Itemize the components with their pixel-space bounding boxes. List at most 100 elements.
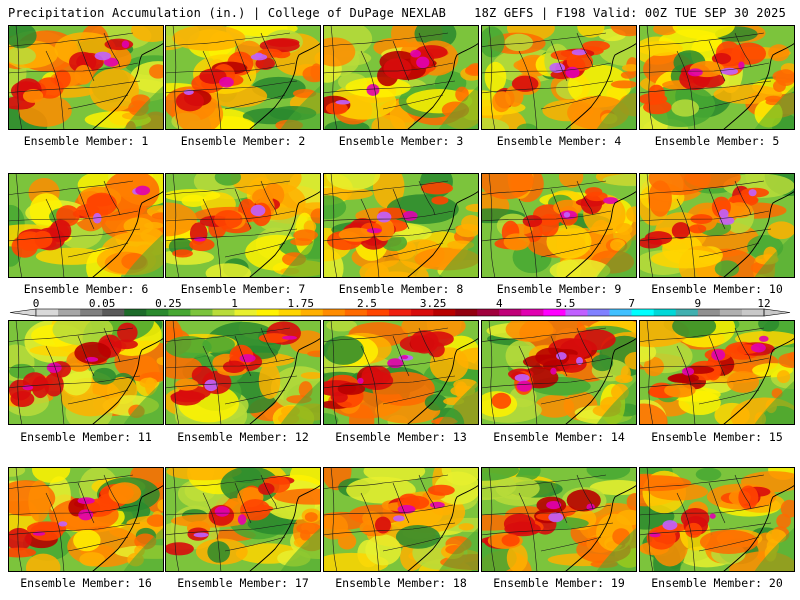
coastline	[248, 42, 321, 130]
state-border	[172, 173, 180, 278]
state-border	[67, 536, 129, 552]
state-border	[234, 335, 252, 377]
colorbar-swatch	[631, 309, 654, 316]
state-border	[382, 536, 444, 552]
colorbar-tick-label: 12	[757, 297, 770, 310]
state-border	[260, 327, 278, 363]
state-border	[382, 242, 444, 258]
state-border	[639, 80, 772, 94]
state-border	[77, 188, 95, 230]
coastline	[406, 337, 479, 425]
state-border	[708, 335, 726, 377]
state-border	[518, 198, 538, 278]
state-border	[77, 482, 95, 524]
colorbar-swatch	[433, 309, 456, 316]
colorbar-swatch	[124, 309, 147, 316]
colorbar-tick-label: 7	[628, 297, 635, 310]
colorbar-tick-label: 4	[496, 297, 503, 310]
ensemble-member-map	[8, 467, 164, 572]
coastline	[564, 484, 637, 572]
ensemble-member-map	[165, 320, 321, 425]
colorbar-swatch	[212, 309, 235, 316]
state-border	[646, 467, 654, 572]
state-border	[639, 474, 765, 490]
state-border	[8, 357, 139, 369]
state-border	[45, 345, 65, 425]
colorbar-swatch	[499, 309, 522, 316]
colorbar-swatch	[80, 309, 103, 316]
colorbar-swatch	[477, 309, 500, 316]
state-border	[165, 80, 298, 94]
colorbar-swatch	[322, 309, 346, 316]
state-border	[323, 228, 456, 242]
state-border	[202, 50, 222, 130]
state-border	[323, 210, 454, 222]
state-border	[202, 345, 222, 425]
ensemble-member-label: Ensemble Member: 10	[651, 282, 783, 296]
colorbar-tick-label: 0.25	[155, 297, 182, 310]
ensemble-member-map	[165, 25, 321, 130]
state-border	[8, 80, 141, 94]
state-border	[330, 173, 338, 278]
state-border	[234, 40, 252, 82]
ensemble-member-map	[165, 173, 321, 278]
coastline	[564, 190, 637, 278]
state-border	[103, 474, 121, 510]
state-border	[639, 32, 765, 48]
state-border	[172, 25, 180, 130]
state-border	[392, 482, 410, 524]
state-border	[67, 94, 129, 110]
coastline	[722, 337, 795, 425]
state-border	[323, 375, 456, 389]
state-border	[234, 188, 252, 230]
state-border	[165, 210, 296, 222]
state-border	[639, 504, 770, 516]
coastline	[248, 337, 321, 425]
state-border	[8, 504, 139, 516]
state-border	[165, 62, 296, 74]
coastline	[722, 42, 795, 130]
state-border	[330, 25, 338, 130]
ensemble-member-map	[323, 320, 479, 425]
state-border	[15, 320, 23, 425]
state-border	[418, 32, 436, 68]
state-border	[360, 50, 380, 130]
coastline	[406, 42, 479, 130]
ensemble-member-label: Ensemble Member: 6	[23, 282, 149, 296]
coastline	[91, 42, 164, 130]
state-border	[224, 536, 286, 552]
ensemble-member-map	[639, 25, 795, 130]
colorbar-tick-label: 5.5	[556, 297, 576, 310]
state-border	[540, 242, 602, 258]
state-border	[45, 198, 65, 278]
state-border	[382, 94, 444, 110]
ensemble-member-label: Ensemble Member: 15	[651, 430, 783, 444]
state-border	[734, 32, 752, 68]
state-border	[15, 173, 23, 278]
state-border	[639, 62, 770, 74]
state-border	[45, 492, 65, 572]
ensemble-member-label: Ensemble Member: 14	[493, 430, 625, 444]
state-border	[550, 335, 568, 377]
state-border	[734, 180, 752, 216]
state-border	[8, 375, 141, 389]
state-border	[330, 467, 338, 572]
state-border	[488, 173, 496, 278]
state-border	[8, 522, 141, 536]
state-border	[323, 522, 456, 536]
state-border	[418, 327, 436, 363]
coastline	[248, 484, 321, 572]
state-border	[165, 522, 298, 536]
state-border	[576, 474, 594, 510]
state-border	[8, 474, 134, 490]
state-border	[639, 357, 770, 369]
state-border	[481, 32, 607, 48]
state-border	[77, 335, 95, 377]
state-border	[234, 482, 252, 524]
state-border	[382, 389, 444, 405]
ensemble-member-map	[481, 173, 637, 278]
state-border	[481, 327, 607, 343]
model-run-info: 18Z GEFS | F198 Valid: 00Z TUE SEP 30 20…	[474, 6, 786, 20]
state-border	[67, 242, 129, 258]
colorbar-swatch	[543, 309, 566, 316]
